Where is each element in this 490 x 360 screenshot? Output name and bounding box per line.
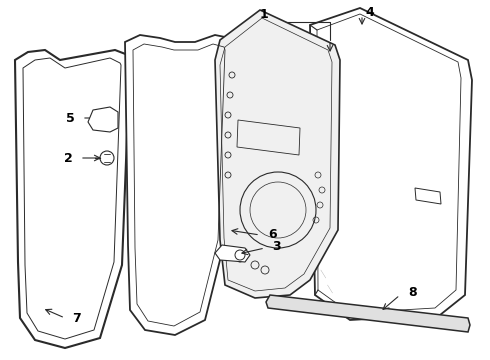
Polygon shape xyxy=(266,295,470,332)
Text: 6: 6 xyxy=(268,228,277,240)
Text: 4: 4 xyxy=(365,5,374,18)
Polygon shape xyxy=(415,188,441,204)
Polygon shape xyxy=(88,107,118,132)
Polygon shape xyxy=(310,8,472,320)
Polygon shape xyxy=(215,245,250,262)
Polygon shape xyxy=(125,35,232,335)
Text: 8: 8 xyxy=(408,287,416,300)
Polygon shape xyxy=(215,10,340,298)
Text: 1: 1 xyxy=(260,9,269,22)
Polygon shape xyxy=(15,50,130,348)
Text: 2: 2 xyxy=(64,152,73,165)
Text: 7: 7 xyxy=(72,311,81,324)
Text: 3: 3 xyxy=(272,239,281,252)
Text: 5: 5 xyxy=(66,112,74,125)
